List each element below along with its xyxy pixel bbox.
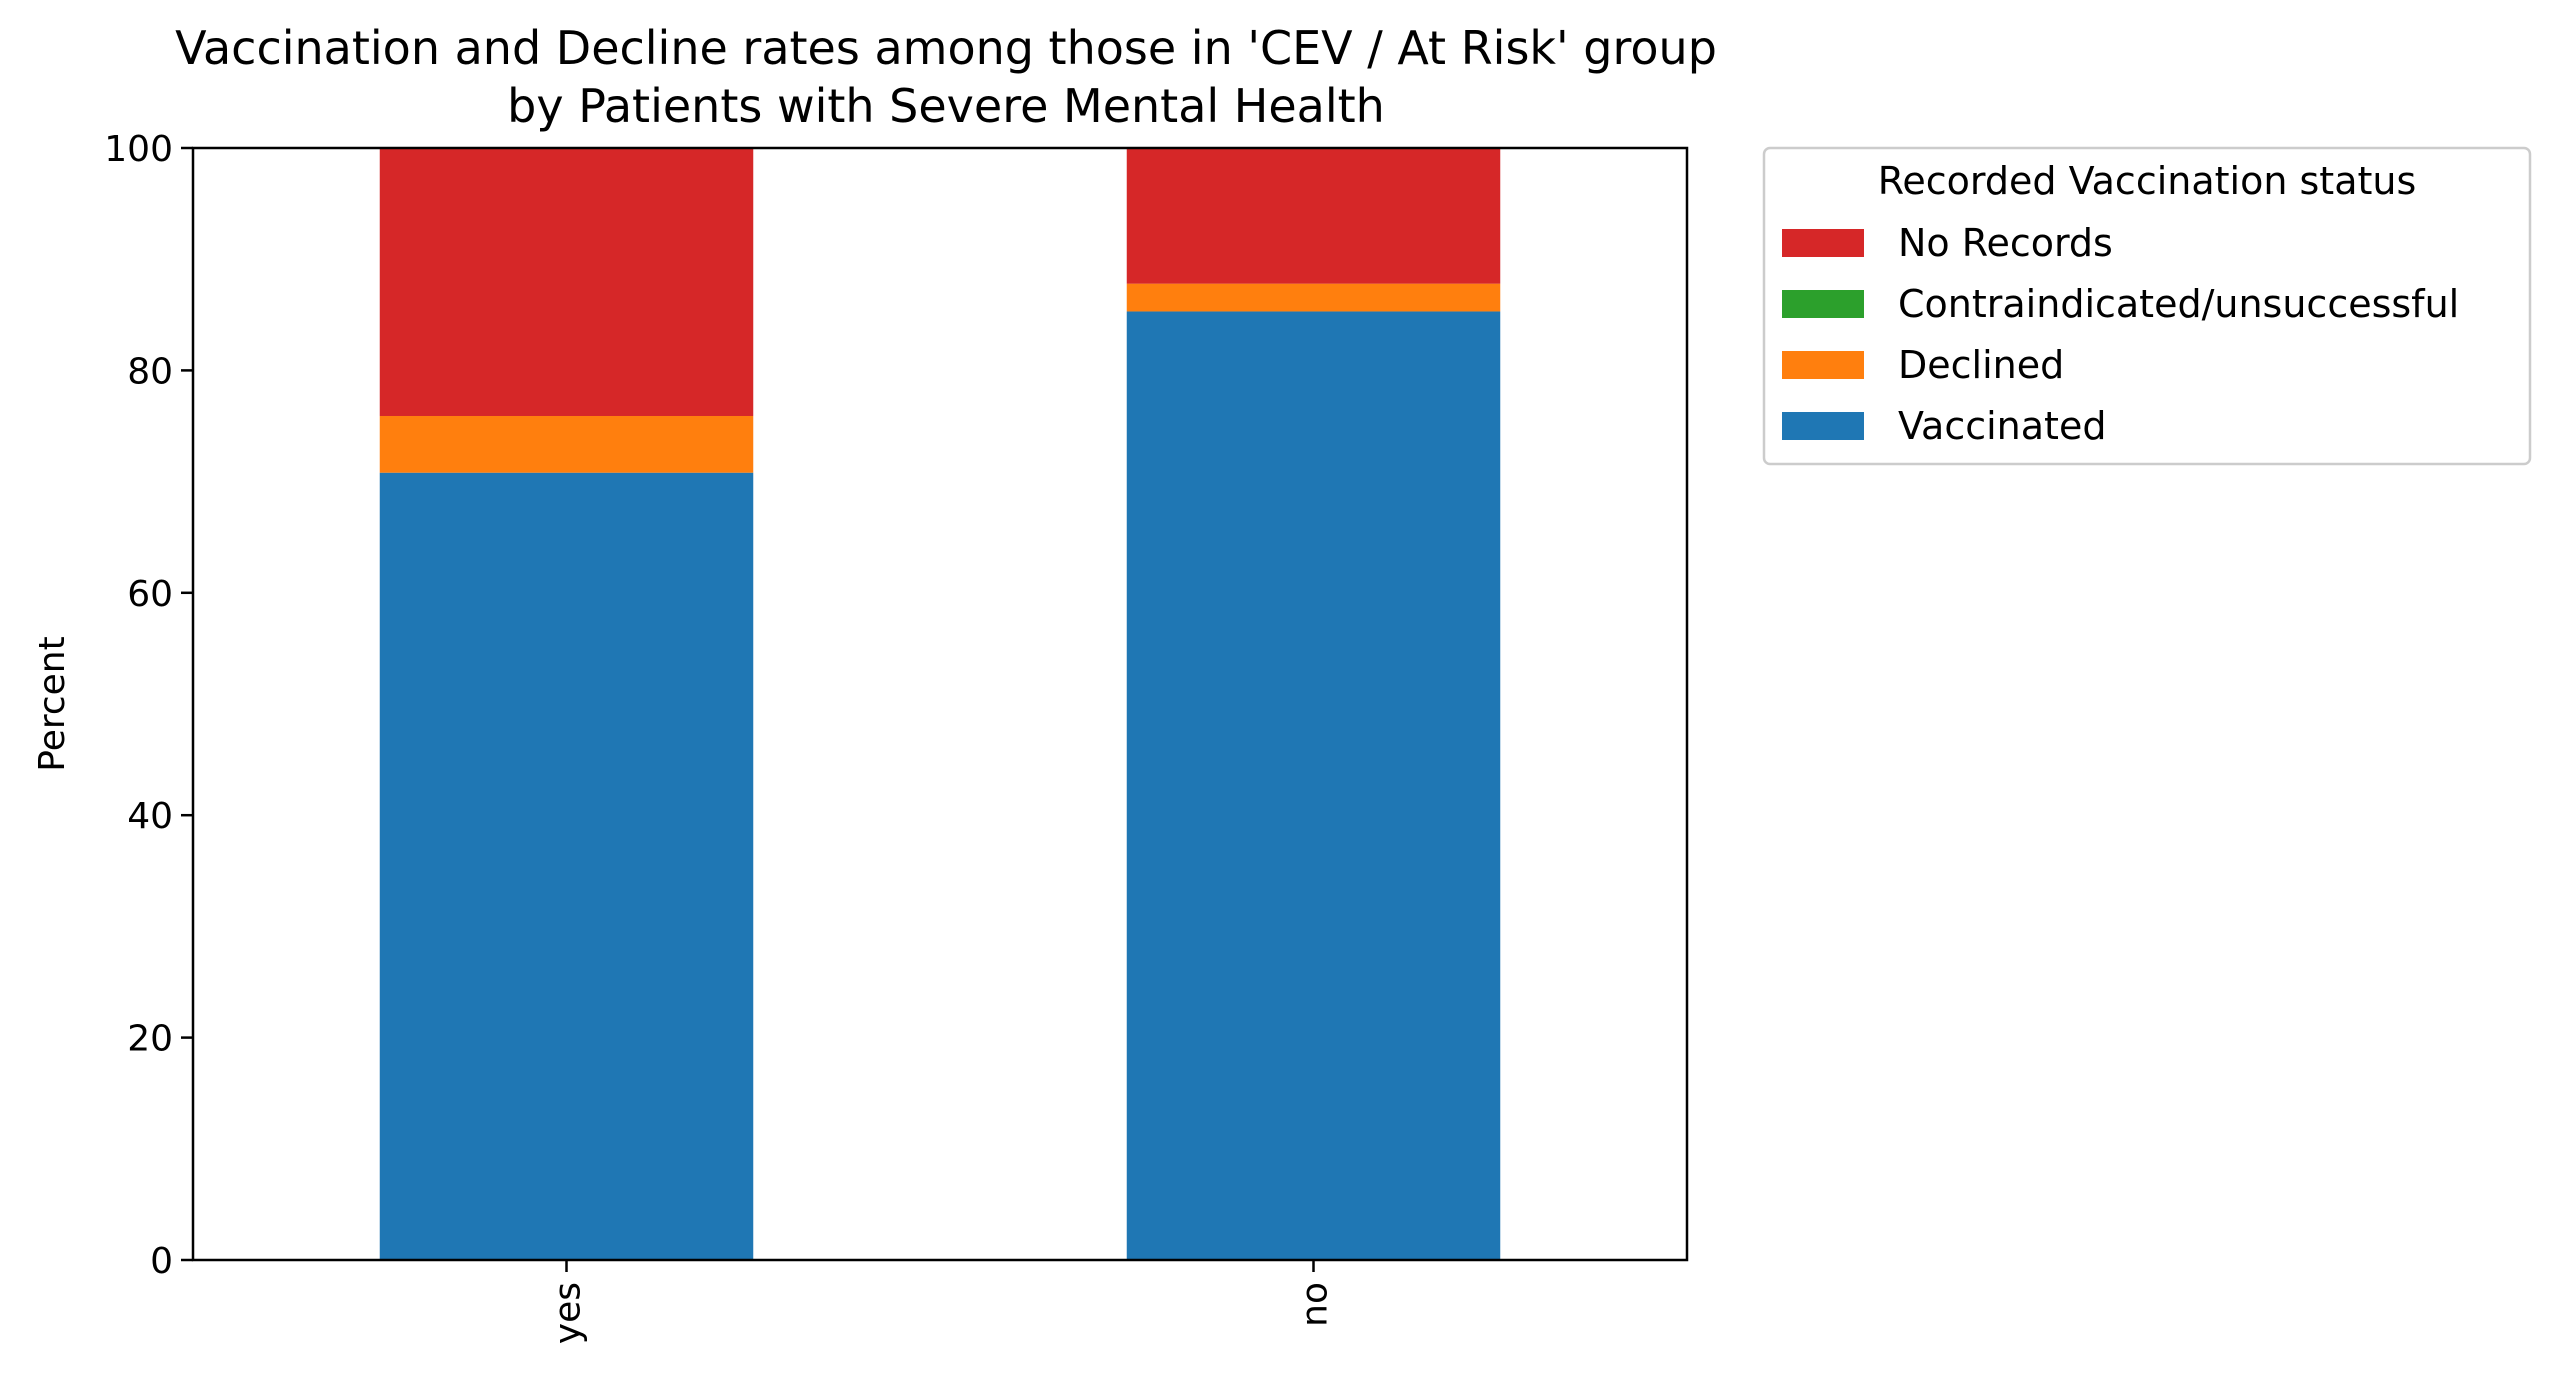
legend-items: No Records Contraindicated/unsuccessful De… bbox=[1782, 221, 2459, 448]
legend-swatch bbox=[1782, 412, 1864, 440]
y-tick-label: 40 bbox=[127, 796, 173, 837]
legend: Recorded Vaccination status No Records Co… bbox=[1762, 146, 2532, 466]
legend-swatch bbox=[1782, 351, 1864, 379]
legend-swatch bbox=[1782, 229, 1864, 257]
y-tick-label: 20 bbox=[127, 1019, 173, 1060]
chart-title-line-1: Vaccination and Decline rates among thos… bbox=[175, 21, 1717, 75]
y-tick-label: 100 bbox=[104, 129, 173, 170]
legend-title: Recorded Vaccination status bbox=[1878, 159, 2417, 203]
y-axis: 0 20 40 60 80 100 bbox=[104, 129, 193, 1282]
chart-title-line-2: by Patients with Severe Mental Health bbox=[507, 79, 1385, 133]
bar-no-vaccinated bbox=[1126, 311, 1501, 1261]
bar-yes-vaccinated bbox=[379, 472, 754, 1260]
legend-label: Contraindicated/unsuccessful bbox=[1898, 282, 2459, 326]
y-tick-label: 60 bbox=[127, 574, 173, 615]
plot-frame bbox=[191, 146, 1689, 1262]
y-tick-label: 80 bbox=[127, 351, 173, 392]
y-axis-label: Percent bbox=[32, 636, 73, 771]
x-tick-label-no: no bbox=[1295, 1282, 1336, 1327]
x-tick-label-yes: yes bbox=[548, 1282, 589, 1344]
legend-swatch bbox=[1782, 290, 1864, 318]
x-axis: yes no bbox=[548, 1260, 1336, 1344]
legend-box bbox=[1762, 146, 2532, 466]
bar-group bbox=[379, 148, 1501, 1261]
bar-yes-no-records bbox=[379, 148, 754, 416]
legend-label: Vaccinated bbox=[1898, 404, 2106, 448]
chart-title: Vaccination and Decline rates among thos… bbox=[175, 21, 1717, 133]
y-tick-label: 0 bbox=[150, 1241, 173, 1282]
bar-no-declined bbox=[1126, 283, 1501, 312]
legend-label: No Records bbox=[1898, 221, 2113, 265]
bar-yes-declined bbox=[379, 415, 754, 473]
bar-no-no-records bbox=[1126, 148, 1501, 284]
legend-label: Declined bbox=[1898, 343, 2064, 387]
